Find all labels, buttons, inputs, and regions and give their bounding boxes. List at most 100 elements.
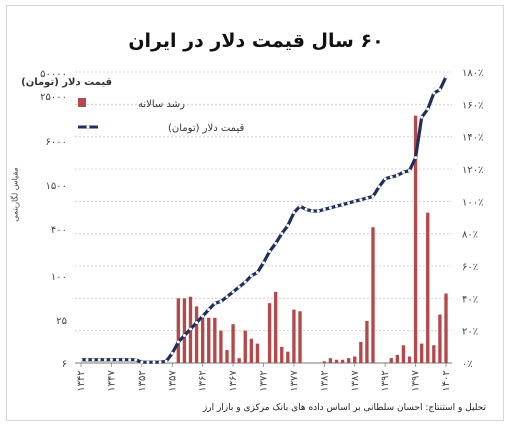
x-tick-label: ۱۳۵۷ [167, 370, 178, 392]
dollar-price-point [219, 300, 223, 304]
dollar-price-point [383, 177, 387, 181]
bar-annual-growth [176, 298, 181, 363]
source-footer: تحلیل و استنتاج: احسان سلطانی بر اساس دا… [202, 403, 486, 413]
bar-annual-growth [432, 345, 436, 363]
dollar-price-point [176, 340, 180, 344]
x-tick-label: ۱۳۶۲ [198, 370, 209, 391]
dollar-price-point [225, 295, 229, 299]
bar-annual-growth [419, 343, 424, 363]
bar-annual-growth [286, 351, 290, 363]
left-tick-label: ۴۰۰ [51, 225, 67, 236]
left-tick-label: ۶ [62, 359, 67, 370]
dollar-price-point [128, 358, 132, 362]
bar-annual-growth [340, 359, 345, 363]
bar-annual-growth [194, 306, 199, 363]
bar-annual-growth [207, 317, 211, 363]
bar-annual-growth [365, 320, 369, 363]
x-tick-label: ۱۳۷۷ [289, 370, 300, 392]
bar-annual-growth [255, 343, 260, 363]
dollar-price-point [377, 185, 381, 189]
bar-annual-growth [334, 359, 339, 363]
dollar-price-point [426, 107, 430, 111]
bar-annual-growth [322, 361, 327, 363]
bar-annual-growth [413, 115, 418, 364]
dollar-price-point [365, 196, 369, 200]
dollar-price-point [195, 321, 199, 325]
bar-annual-growth [249, 338, 254, 363]
x-tick-label: ۱۳۴۷ [106, 370, 117, 392]
left-tick-label: ۲۵ [56, 316, 67, 327]
dollar-price-point [146, 360, 150, 364]
x-tick-label: ۱۳۸۷ [350, 370, 361, 392]
bar-annual-growth [267, 303, 272, 363]
dollar-price-point [231, 290, 235, 294]
right-tick-label: ۴۰٪ [462, 294, 478, 305]
x-tick-label: ۱۳۷۲ [259, 370, 270, 391]
right-tick-label: ۲۰٪ [462, 327, 478, 338]
right-tick-label: ۰٪ [462, 359, 473, 370]
left-tick-label: ۲۵۰۰۰ [40, 92, 67, 103]
bar-annual-growth [292, 309, 296, 363]
right-tick-label: ۱۴۰٪ [462, 133, 483, 144]
bar-annual-growth [389, 358, 393, 363]
dollar-price-point [189, 327, 192, 331]
dollar-price-point [116, 358, 119, 362]
dollar-price-point [207, 308, 211, 312]
bar-annual-growth [407, 356, 412, 363]
dollar-price-point [255, 270, 259, 274]
x-tick-label: ۱۴۰۲ [441, 370, 452, 391]
x-tick-label: ۱۳۶۷ [228, 370, 239, 392]
right-tick-label: ۸۰٪ [462, 230, 478, 241]
bar-annual-growth [200, 317, 205, 363]
bar-annual-growth [438, 314, 442, 363]
dollar-price-point [292, 211, 296, 215]
bar-annual-growth [401, 345, 406, 363]
dollar-price-point [304, 207, 308, 211]
dollar-price-point [182, 334, 186, 338]
dollar-price-point [359, 198, 363, 202]
dollar-price-point [395, 173, 399, 177]
right-tick-label: ۱۶۰٪ [462, 100, 483, 111]
left-tick-label: ۵۰۰۰۰ [40, 69, 67, 80]
dollar-price-point [328, 206, 332, 210]
dollar-price-line [81, 76, 448, 364]
right-tick-label: ۱۰۰٪ [462, 197, 483, 208]
bar-annual-growth [237, 358, 241, 363]
bar-annual-growth [444, 293, 448, 363]
dollar-price-point [286, 224, 290, 228]
dollar-price-point [164, 359, 168, 363]
dollar-price-point [310, 209, 314, 213]
x-tick-label: ۱۳۵۲ [137, 370, 148, 391]
dollar-price-point [371, 194, 375, 198]
left-tick-label: ۱۵۰۰ [46, 181, 67, 192]
dollar-price-point [140, 360, 144, 364]
dollar-price-point [347, 201, 351, 205]
dollar-price-point [280, 232, 284, 236]
dollar-price-point [389, 175, 393, 179]
bar-annual-growth [225, 350, 229, 363]
legend-line-label: قیمت دلار (تومان) [168, 123, 244, 134]
x-tick-label: ۱۳۸۲ [319, 370, 330, 391]
dollar-price-point [85, 358, 89, 362]
bar-annual-growth [298, 311, 302, 363]
dollar-price-point [444, 75, 448, 79]
dollar-price-point [201, 314, 205, 318]
dollar-price-point [91, 358, 95, 362]
dollar-price-point [97, 358, 101, 362]
page-title: ۶۰ سال قیمت دلار در ایران [128, 30, 384, 52]
bar-annual-growth [395, 354, 400, 363]
x-tick-label: ۱۳۹۲ [380, 370, 391, 391]
dollar-price-point [262, 261, 265, 265]
dollar-price-point [158, 360, 162, 364]
dollar-price-point [438, 88, 442, 92]
bar-annual-growth [426, 212, 430, 363]
left-tick-label: ۶۰۰۰ [46, 137, 67, 148]
bar-annual-growth [346, 358, 351, 363]
dollar-price-point [341, 203, 345, 207]
dollar-price-point [103, 358, 107, 362]
dollar-price-point [408, 169, 411, 173]
dollar-price-point [170, 351, 174, 355]
bar-annual-growth [371, 227, 375, 363]
dollar-price-point [237, 285, 241, 289]
